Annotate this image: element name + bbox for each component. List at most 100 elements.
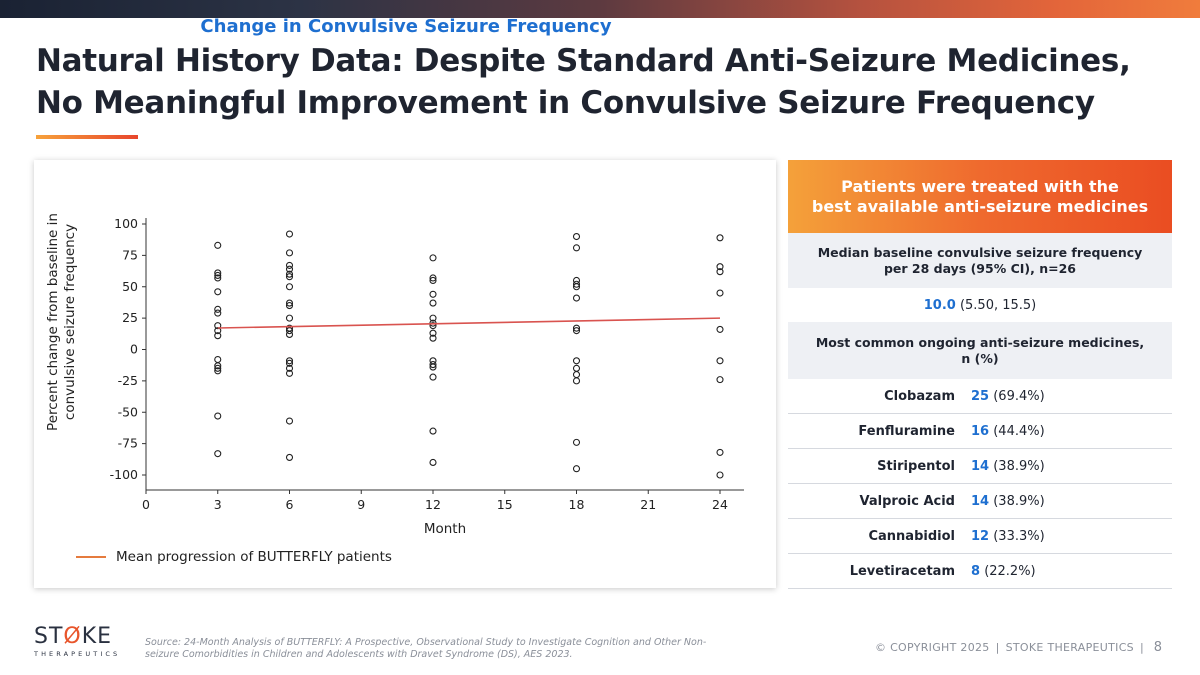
data-point xyxy=(572,233,581,241)
x-tick-label: 0 xyxy=(142,497,150,512)
data-point xyxy=(214,412,222,420)
chart-panel xyxy=(34,160,776,588)
medicine-n: 12 xyxy=(971,528,990,544)
data-point xyxy=(285,261,294,269)
y-axis-label-line2: convulsive seizure frequency xyxy=(62,223,78,421)
medicine-pct: (44.4%) xyxy=(993,423,1045,439)
data-point xyxy=(285,273,294,281)
data-point xyxy=(716,263,724,271)
median-frequency-label: Median baseline convulsive seizure frequ… xyxy=(818,245,1143,277)
data-point xyxy=(572,371,581,379)
y-tick-label: -100 xyxy=(110,467,138,482)
common-medicines-label-row: Most common ongoing anti-seizure medicin… xyxy=(788,322,1172,379)
y-tick-label: -50 xyxy=(118,404,138,419)
y-tick-label: 50 xyxy=(122,279,138,294)
data-point xyxy=(429,458,437,467)
data-point xyxy=(285,230,294,238)
data-point xyxy=(429,361,437,369)
median-label-line1: Median baseline convulsive seizure frequ… xyxy=(817,244,1143,260)
legend-label: Mean progression of BUTTERFLY patients xyxy=(116,549,392,565)
treatment-panel-header: Patients were treated with the best avai… xyxy=(788,160,1172,233)
medicine-list: Clobazam 25 (69.4%) Fenfluramine 16 (44.… xyxy=(788,379,1172,589)
data-point xyxy=(214,274,222,282)
y-axis-label: Percent change from baseline in convulsi… xyxy=(45,137,85,507)
logo-part2: KE xyxy=(81,624,113,649)
median-label-line2: per 28 days (95% CI), n=26 xyxy=(883,260,1076,276)
medicine-row: Cannabidiol 12 (33.3%) xyxy=(788,519,1172,554)
data-point xyxy=(285,314,294,322)
logo-subtitle: THERAPEUTICS xyxy=(34,650,121,658)
data-point xyxy=(572,377,581,385)
data-point xyxy=(716,268,724,276)
common-medicines-label: Most common ongoing anti-seizure medicin… xyxy=(816,335,1144,367)
company-name: STOKE THERAPEUTICS xyxy=(1005,641,1134,654)
x-tick-label: 21 xyxy=(640,497,656,512)
data-point xyxy=(214,364,222,372)
top-gradient-bar xyxy=(0,0,1200,18)
medicine-row: Fenfluramine 16 (44.4%) xyxy=(788,414,1172,449)
data-point xyxy=(285,364,294,372)
data-point xyxy=(429,329,437,337)
footer-divider: | xyxy=(1139,641,1144,654)
data-point xyxy=(214,450,222,458)
data-point xyxy=(572,327,581,335)
medicine-row: Clobazam 25 (69.4%) xyxy=(788,379,1172,414)
medicine-row: Levetiracetam 8 (22.2%) xyxy=(788,554,1172,589)
data-point xyxy=(214,362,222,370)
medicine-name: Stiripentol xyxy=(877,458,955,474)
data-point xyxy=(572,244,581,252)
scatter-chart: 100 75 50 25 0 -25 -50 -75 -100 0 3 6 9 12 15 18 21 24 xyxy=(110,216,744,512)
page-title: Natural History Data: Despite Standard A… xyxy=(36,40,1176,124)
chart-title: Change in Convulsive Seizure Frequency xyxy=(200,16,612,37)
data-point xyxy=(214,288,222,296)
data-point xyxy=(285,369,294,377)
footer-divider: | xyxy=(995,641,1000,654)
medicine-count: 12 (33.3%) xyxy=(971,529,1045,544)
medicine-count: 25 (69.4%) xyxy=(971,389,1045,404)
data-point xyxy=(285,249,294,257)
page-title-line1: Natural History Data: Despite Standard A… xyxy=(36,43,1131,79)
data-point xyxy=(214,367,222,375)
data-point xyxy=(572,294,581,302)
data-point xyxy=(429,427,437,435)
medicine-name: Valproic Acid xyxy=(859,493,955,509)
y-tick-label: 75 xyxy=(122,247,138,262)
y-tick-label: 100 xyxy=(114,216,138,231)
data-point xyxy=(716,376,724,384)
footer-copyright: © COPYRIGHT 2025 | STOKE THERAPEUTICS | xyxy=(875,641,1150,654)
data-point xyxy=(572,280,581,288)
data-point xyxy=(285,265,294,273)
x-tick-label: 12 xyxy=(425,497,441,512)
page-title-line2: No Meaningful Improvement in Convulsive … xyxy=(36,85,1095,121)
median-frequency-label-row: Median baseline convulsive seizure frequ… xyxy=(788,233,1172,288)
x-tick-label: 18 xyxy=(569,497,585,512)
logo-accent: Ø xyxy=(63,624,82,649)
data-point xyxy=(285,299,294,307)
medicine-pct: (38.9%) xyxy=(993,458,1045,474)
data-point xyxy=(214,305,222,313)
medicine-n: 14 xyxy=(971,458,990,474)
x-axis-label: Month xyxy=(423,521,467,537)
data-point xyxy=(716,448,724,456)
y-tick-label: 0 xyxy=(130,342,138,357)
data-point xyxy=(214,355,222,364)
data-point xyxy=(429,299,437,307)
treatment-panel: Patients were treated with the best avai… xyxy=(788,160,1172,589)
data-point xyxy=(429,314,437,322)
data-point xyxy=(285,330,294,338)
data-point xyxy=(572,364,581,372)
data-point xyxy=(716,471,724,479)
data-point xyxy=(214,241,222,249)
data-point xyxy=(429,373,437,381)
median-ci: (5.50, 15.5) xyxy=(959,297,1037,313)
x-tick-label: 3 xyxy=(214,497,222,512)
x-tick-label: 15 xyxy=(497,497,513,512)
medicine-name: Fenfluramine xyxy=(858,423,955,439)
data-point xyxy=(429,254,437,262)
chart-legend: Mean progression of BUTTERFLY patients xyxy=(76,549,392,565)
source-citation: Source: 24-Month Analysis of BUTTERFLY: … xyxy=(145,637,707,660)
treatment-panel-title: Patients were treated with the best avai… xyxy=(812,177,1148,217)
data-point xyxy=(285,359,294,367)
data-point xyxy=(285,453,294,461)
data-point xyxy=(716,289,724,297)
